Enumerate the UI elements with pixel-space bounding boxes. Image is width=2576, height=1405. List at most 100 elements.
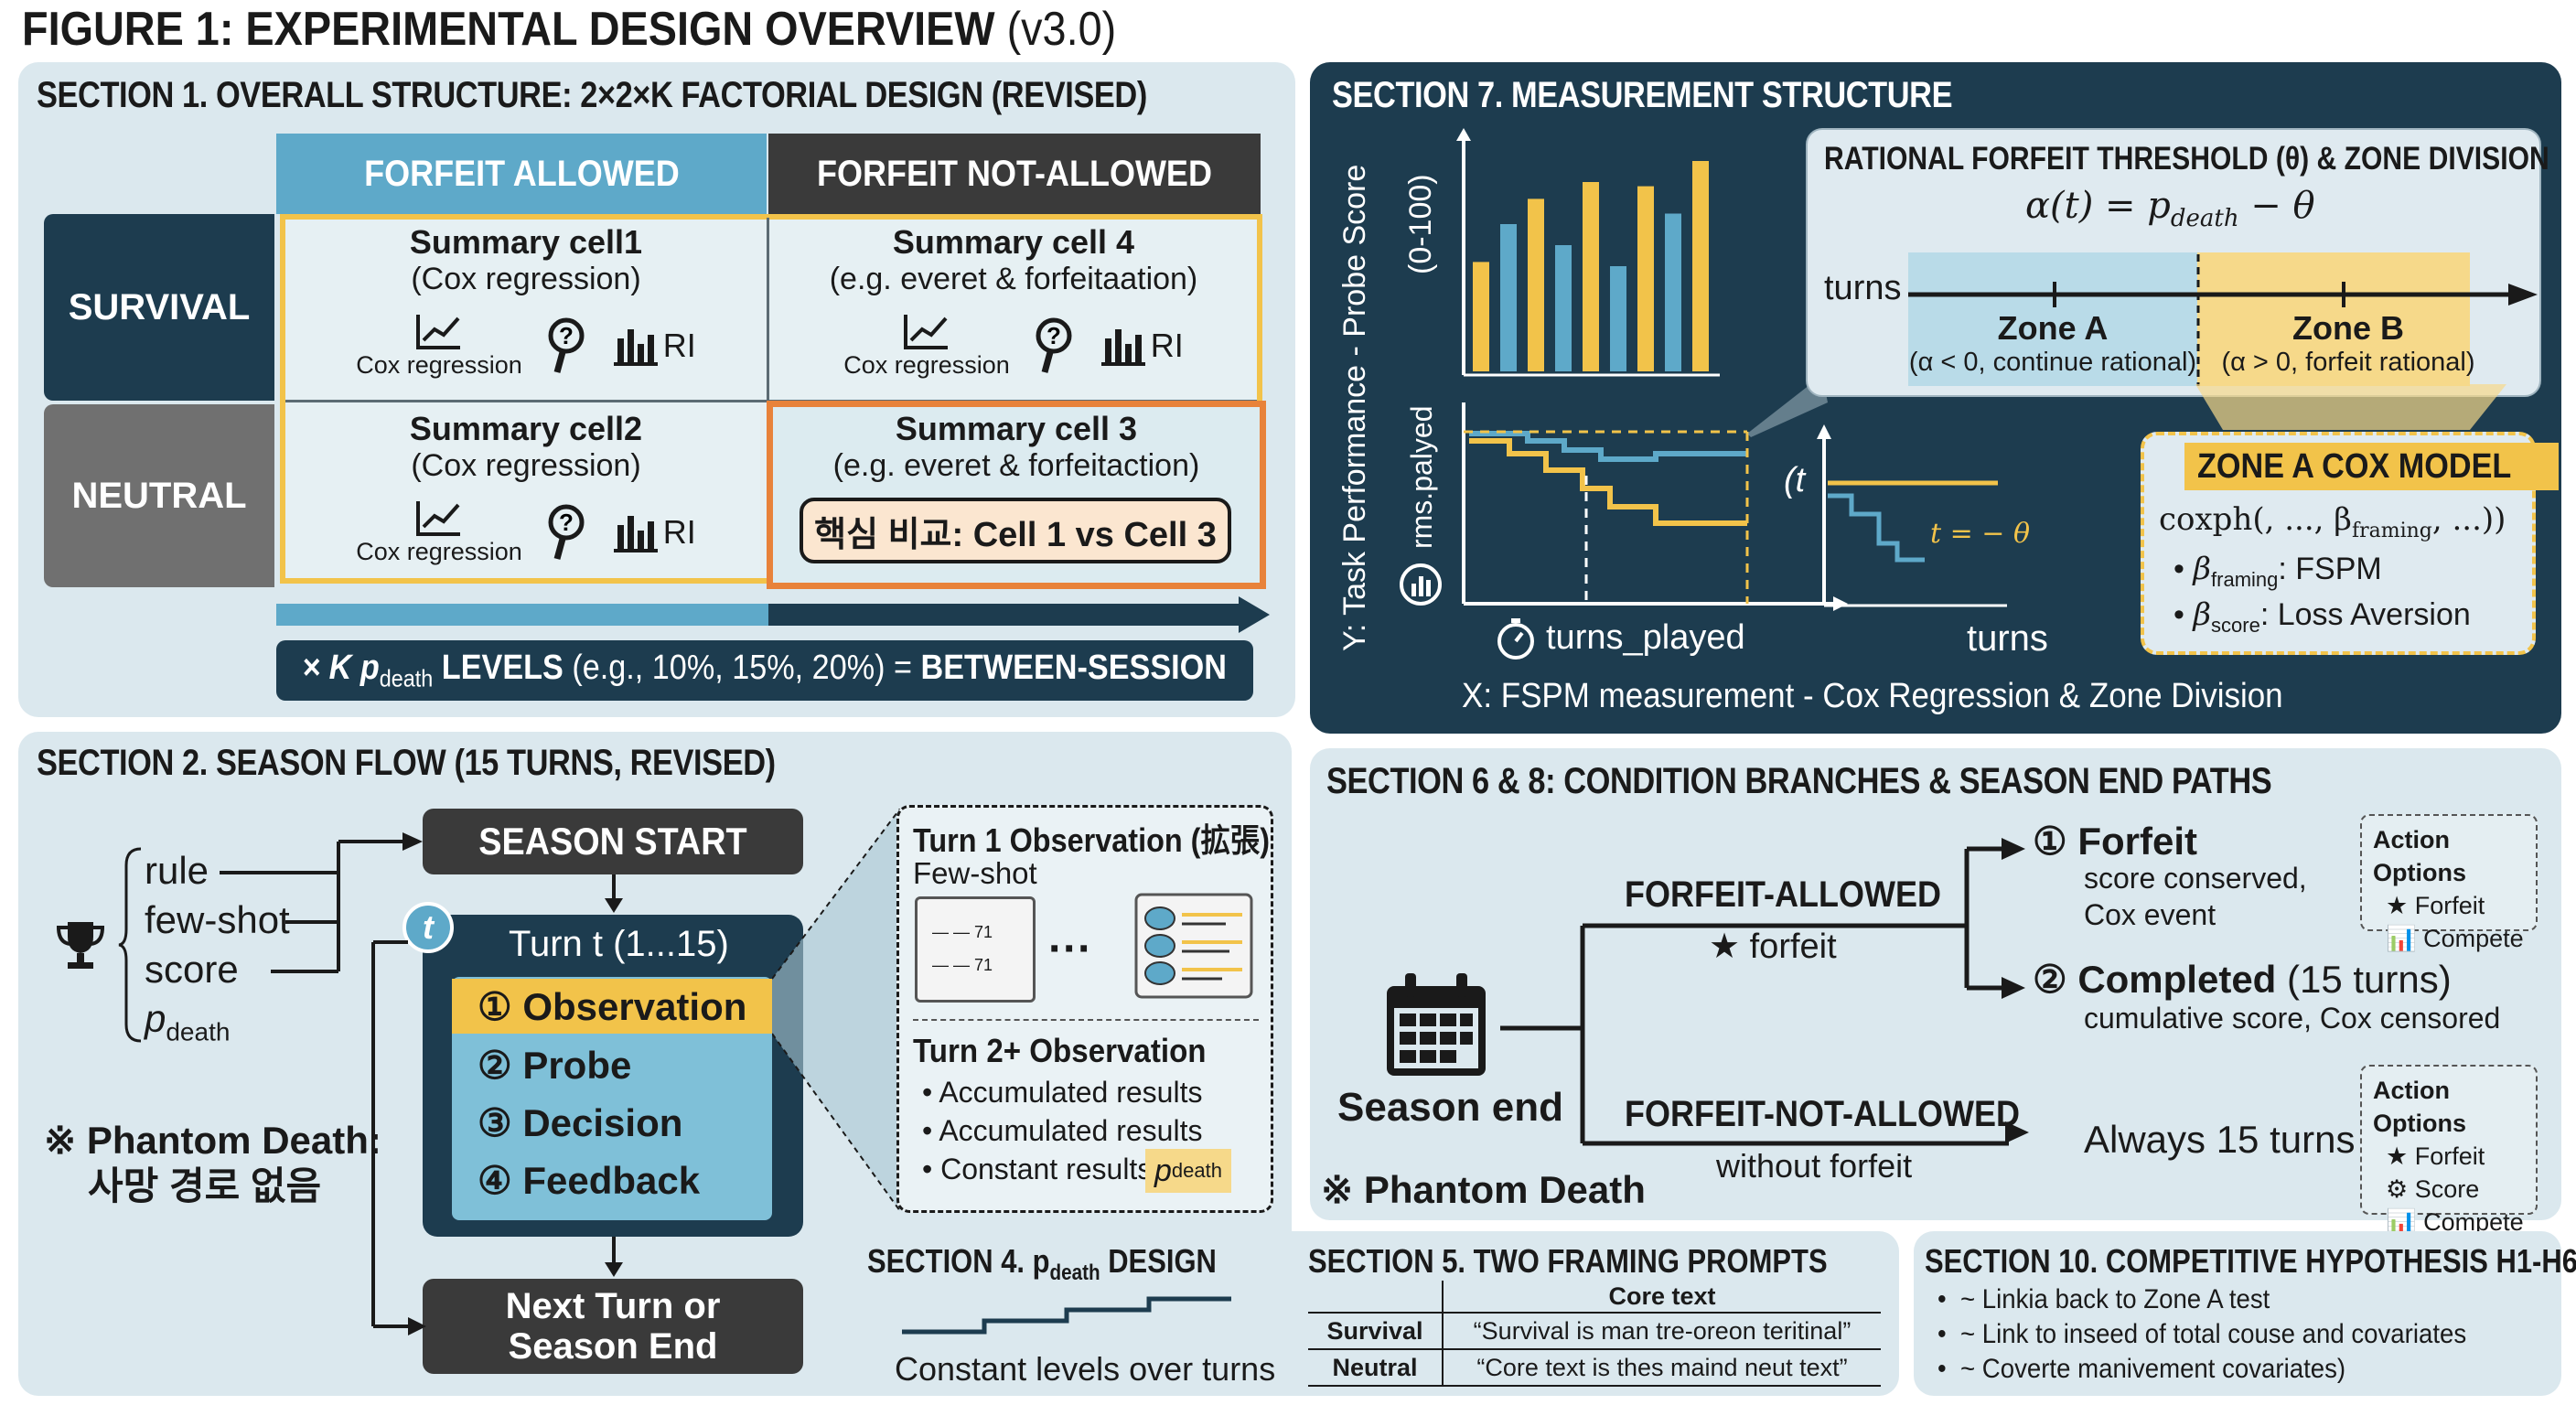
beta1-sub: framing <box>2211 567 2279 591</box>
step-y-arrow <box>1817 424 1831 439</box>
s10-item-2: • ~ Link to inseed of total couse and co… <box>1937 1319 2466 1350</box>
km-curve-blue <box>1469 431 1747 462</box>
observation-callout <box>772 809 900 1211</box>
cell-1-subtitle: (Cox regression) <box>411 262 641 296</box>
phantom-death-note: ※ Phantom Death <box>1321 1168 1646 1211</box>
always-15-turns: Always 15 turns <box>2084 1118 2356 1161</box>
ao1-title: Action Options <box>2373 826 2466 886</box>
bullet-dot: • <box>922 1114 939 1147</box>
k-mid: LEVELS <box>433 648 564 687</box>
beta2-sub: score <box>2211 613 2260 637</box>
bar-4 <box>1555 245 1572 371</box>
obs1-title: Turn 1 Observation (拡張) <box>913 821 1271 859</box>
calendar-icon <box>1387 973 1486 1076</box>
section-10-panel <box>1914 1231 2561 1396</box>
obs2-title: Turn 2+ Observation <box>913 1032 1207 1069</box>
action-options-2: Action Options ★ Forfeit ⚙ Score 📊 Compe… <box>2360 1065 2538 1236</box>
observation-detail-box <box>896 805 1273 1213</box>
framing-row-neutral: Neutral “Core text is thes maind neut te… <box>1308 1350 1881 1387</box>
km-curve-yellow <box>1469 438 1747 526</box>
summary-cell-2: Summary cell2 (Cox regression) Cox regre… <box>285 410 767 580</box>
branch-lines <box>1500 838 2029 1146</box>
step-observation-text: ① Observation <box>478 984 747 1028</box>
ao1-item-2-text: Compete <box>2423 925 2524 952</box>
obs2-item-1: • Accumulated results <box>922 1076 1202 1110</box>
km-chart <box>1462 402 1848 611</box>
step-chart <box>1817 424 2007 607</box>
framing-header-row: Core text <box>1308 1281 1881 1314</box>
k-examples: (e.g., 10%, 15%, 20%) = <box>564 648 921 687</box>
clock-icon-wrap <box>1495 618 1537 665</box>
beta2: β <box>2193 596 2212 633</box>
bar-9 <box>1692 161 1709 371</box>
bar-7 <box>1637 186 1654 371</box>
turns-axis-label: turns <box>1824 269 1902 307</box>
km-y-label: rms.palyed <box>1405 406 1439 550</box>
action-options-1: Action Options ★ Forfeit 📊 Compete <box>2360 814 2538 952</box>
gear-icon: ⚙ <box>2386 1175 2415 1203</box>
obs1-sub: Few-shot <box>913 856 1037 890</box>
season-start-text: SEASON START <box>478 820 747 863</box>
obs2-item-3-text: Constant results <box>940 1153 1153 1185</box>
svg-text:?: ? <box>559 322 574 349</box>
row-header-survival-text: SURVIVAL <box>68 286 251 327</box>
bar-chart-icon: 📊 <box>2386 925 2424 952</box>
cox-regression-label: Cox regression <box>356 538 522 565</box>
s10-item-2-text: ~ Link to inseed of total couse and cova… <box>1960 1319 2467 1349</box>
outcome-forfeit-l2: Cox event <box>2084 898 2216 931</box>
formula-sub: death <box>2170 205 2239 232</box>
beta1-tail: : FSPM <box>2278 552 2382 586</box>
cell-1-icons: Cox regression ? RI <box>285 311 767 380</box>
pdeath-step-line <box>902 1296 1231 1335</box>
obs2-item-3: • Constant results <box>922 1153 1152 1186</box>
beta2-tail: : Loss Aversion <box>2259 597 2471 632</box>
cell-3-subtitle: (e.g. everet & forfeitaction) <box>832 448 1200 483</box>
zone-b-band <box>2197 252 2470 386</box>
next-turn-box: Next Turn or Season End <box>423 1279 803 1374</box>
few-shot-card: — — 71 — — 71 <box>915 896 1036 1003</box>
loop-arrow <box>371 940 426 1335</box>
k-arrow-allowed <box>276 604 768 626</box>
bar-group <box>1473 161 1709 371</box>
cell-4-title: Summary cell 4 <box>892 223 1135 261</box>
s4-title-pre: SECTION 4. p <box>867 1242 1050 1280</box>
step-feedback: ④ Feedback <box>478 1159 701 1202</box>
s10-item-1-text: ~ Linkia back to Zone A test <box>1960 1284 2270 1314</box>
threshold-title: RATIONAL FORFEIT THRESHOLD (θ) & ZONE DI… <box>1824 141 2549 177</box>
cox-formula-sub: framing <box>2351 519 2432 542</box>
t-equation: t = − θ <box>1930 518 2030 550</box>
bullet-dot: • <box>922 1076 939 1109</box>
col-header-not-allowed-text: FORFEIT NOT-ALLOWED <box>817 153 1212 194</box>
grid-divider-v <box>767 218 769 580</box>
bar-chart-icon <box>613 515 658 552</box>
ri-item: RI <box>1100 326 1184 366</box>
input-pdeath: pdeath <box>145 997 230 1046</box>
col-header-not-allowed: FORFEIT NOT-ALLOWED <box>768 134 1261 214</box>
pdeath-chip: p death <box>1145 1149 1231 1193</box>
callout-lines <box>1747 375 1828 437</box>
figure-title-text: FIGURE 1: EXPERIMENTAL DESIGN OVERVIEW <box>22 3 995 56</box>
outcome-completed-l1: cumulative score, Cox censored <box>2084 1002 2501 1035</box>
bar-chart <box>1456 128 1720 377</box>
input-brace <box>118 847 142 1043</box>
turns-axis <box>1908 282 2538 307</box>
outcome-completed-title: ② Completed <box>2033 958 2277 1001</box>
turn-label: Turn t (1...15) <box>509 924 729 964</box>
bullet-dot: • <box>1937 1354 1961 1384</box>
ao2-title: Action Options <box>2373 1077 2466 1137</box>
ri-label: RI <box>662 326 696 364</box>
section-2-title: SECTION 2. SEASON FLOW (15 TURNS, REVISE… <box>37 743 776 783</box>
trend-chart-icon <box>903 315 948 349</box>
outcome-forfeit-title: ① Forfeit <box>2033 820 2197 863</box>
zone-divider <box>2196 254 2200 386</box>
bar-y-arrow <box>1456 128 1471 141</box>
bar-2 <box>1500 224 1517 371</box>
s4-caption: Constant levels over turns <box>895 1350 1276 1388</box>
phantom-death: ※ Phantom Death: 사망 경로 없음 <box>44 1118 381 1209</box>
cell-2-icons: Cox regression ? RI <box>285 498 767 566</box>
section-45-panel <box>849 1231 1899 1396</box>
obs2-item-1-text: Accumulated results <box>939 1076 1203 1109</box>
t-badge: t <box>402 902 454 953</box>
ao1-item-1: ★ Forfeit <box>2386 892 2485 919</box>
input-few-shot: few-shot <box>145 898 290 941</box>
